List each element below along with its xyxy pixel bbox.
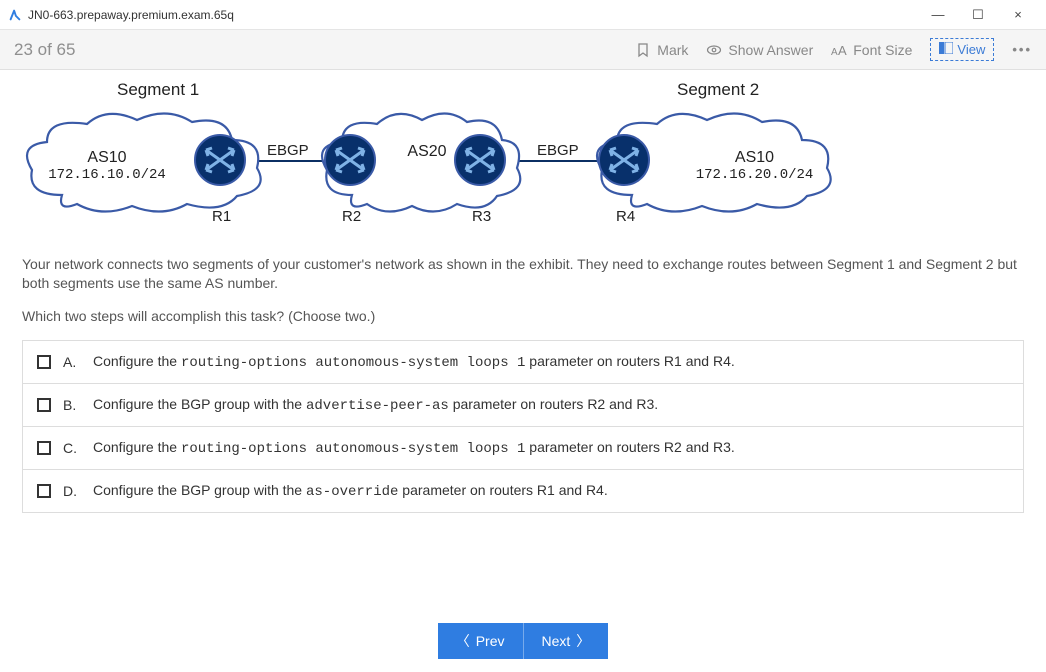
chevron-left-icon: 〈 xyxy=(456,631,470,651)
r2-label: R2 xyxy=(342,208,361,225)
router-r1-icon xyxy=(194,134,246,186)
ebgp2-label: EBGP xyxy=(537,142,579,159)
next-label: Next xyxy=(542,633,571,649)
title-bar: JN0-663.prepaway.premium.exam.65q — ☐ × xyxy=(0,0,1046,30)
router-r4-icon xyxy=(598,134,650,186)
chevron-right-icon: 〉 xyxy=(576,631,590,651)
view-button[interactable]: View xyxy=(930,38,994,61)
answer-letter: B. xyxy=(63,397,81,413)
answer-letter: A. xyxy=(63,354,81,370)
answer-option[interactable]: D. Configure the BGP group with the as-o… xyxy=(23,469,1023,512)
mark-button[interactable]: Mark xyxy=(635,42,688,58)
maximize-button[interactable]: ☐ xyxy=(958,0,998,30)
answer-list: A. Configure the routing-options autonom… xyxy=(22,340,1024,513)
answer-letter: C. xyxy=(63,440,81,456)
toolbar: 23 of 65 Mark Show Answer AA Font Size V… xyxy=(0,30,1046,70)
bookmark-icon xyxy=(635,42,651,58)
more-button[interactable]: ••• xyxy=(1012,42,1032,57)
answer-letter: D. xyxy=(63,483,81,499)
window-title: JN0-663.prepaway.premium.exam.65q xyxy=(28,8,918,22)
answer-text: Configure the routing-options autonomous… xyxy=(93,353,735,371)
font-size-button[interactable]: AA Font Size xyxy=(831,42,912,58)
cloud3-prefix: 172.16.20.0/24 xyxy=(687,167,822,184)
segment1-label: Segment 1 xyxy=(117,80,199,100)
cloud3-text: AS10 172.16.20.0/24 xyxy=(687,148,822,184)
answer-text: Configure the BGP group with the as-over… xyxy=(93,482,608,500)
answer-option[interactable]: B. Configure the BGP group with the adve… xyxy=(23,383,1023,426)
view-icon xyxy=(939,42,953,57)
checkbox-icon[interactable] xyxy=(37,355,51,369)
footer-nav: 〈 Prev Next 〉 xyxy=(0,610,1046,672)
content-area: Segment 1 Segment 2 AS10 172.16.10.0/24 … xyxy=(0,70,1046,610)
cloud2-as: AS20 xyxy=(402,142,452,161)
minimize-button[interactable]: — xyxy=(918,0,958,30)
cloud1-text: AS10 172.16.10.0/24 xyxy=(42,148,172,184)
cloud1-prefix: 172.16.10.0/24 xyxy=(42,167,172,184)
svg-text:A: A xyxy=(838,43,847,58)
r4-label: R4 xyxy=(616,208,635,225)
prev-button[interactable]: 〈 Prev xyxy=(438,623,523,659)
font-size-icon: AA xyxy=(831,42,847,58)
checkbox-icon[interactable] xyxy=(37,484,51,498)
answer-text: Configure the BGP group with the adverti… xyxy=(93,396,658,414)
svg-text:A: A xyxy=(831,47,838,58)
question-para2: Which two steps will accomplish this tas… xyxy=(22,307,1024,326)
checkbox-icon[interactable] xyxy=(37,441,51,455)
close-button[interactable]: × xyxy=(998,0,1038,30)
font-size-label: Font Size xyxy=(853,42,912,58)
eye-icon xyxy=(706,42,722,58)
answer-option[interactable]: C. Configure the routing-options autonom… xyxy=(23,426,1023,469)
cloud3-as: AS10 xyxy=(687,148,822,167)
router-r3-icon xyxy=(454,134,506,186)
r3-label: R3 xyxy=(472,208,491,225)
page-indicator: 23 of 65 xyxy=(14,40,635,60)
show-answer-label: Show Answer xyxy=(728,42,813,58)
window-controls: — ☐ × xyxy=(918,0,1038,30)
show-answer-button[interactable]: Show Answer xyxy=(706,42,813,58)
question-para1: Your network connects two segments of yo… xyxy=(22,255,1024,293)
app-logo-icon xyxy=(8,8,22,22)
next-button[interactable]: Next 〉 xyxy=(523,623,609,659)
answer-option[interactable]: A. Configure the routing-options autonom… xyxy=(23,341,1023,383)
r1-label: R1 xyxy=(212,208,231,225)
prev-label: Prev xyxy=(476,633,505,649)
router-r2-icon xyxy=(324,134,376,186)
mark-label: Mark xyxy=(657,42,688,58)
segment2-label: Segment 2 xyxy=(677,80,759,100)
question-text: Your network connects two segments of yo… xyxy=(22,255,1024,326)
checkbox-icon[interactable] xyxy=(37,398,51,412)
cloud1-as: AS10 xyxy=(42,148,172,167)
answer-text: Configure the routing-options autonomous… xyxy=(93,439,735,457)
ebgp1-label: EBGP xyxy=(267,142,309,159)
view-label: View xyxy=(957,42,985,57)
network-diagram: Segment 1 Segment 2 AS10 172.16.10.0/24 … xyxy=(22,80,842,230)
